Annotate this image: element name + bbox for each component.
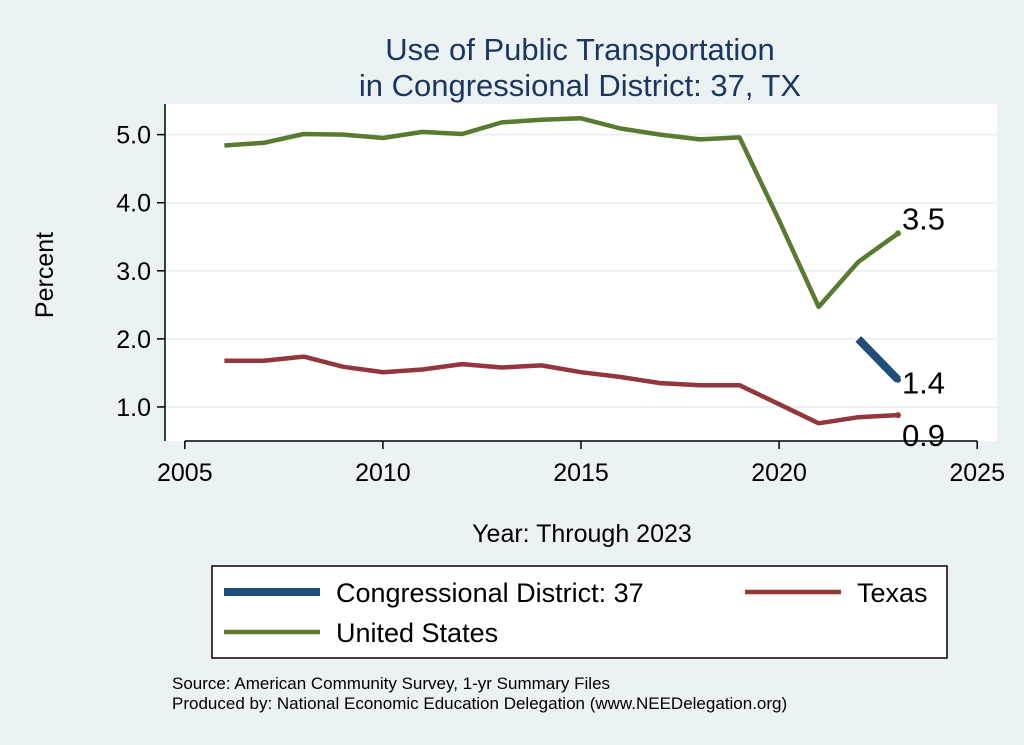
- legend: Congressional District: 37 Texas United St…: [224, 578, 928, 648]
- x-tick-label-3: 2020: [751, 459, 807, 487]
- end-marker-texas: [894, 412, 901, 419]
- series-line-congressional-district-37: [855, 336, 901, 383]
- end-marker-congressional-district-37: [894, 376, 901, 383]
- chart-title-line-1: Use of Public Transportation: [385, 32, 774, 67]
- source-note: Source: American Community Survey, 1-yr …: [172, 674, 610, 693]
- series-line-texas: [224, 354, 899, 426]
- chart-title-line-2: in Congressional District: 37, TX: [359, 68, 802, 103]
- end-label-texas: 0.9: [902, 418, 945, 453]
- end-marker-united-states: [894, 230, 901, 237]
- y-axis-label: Percent: [31, 232, 59, 318]
- y-tick-label-1: 2.0: [116, 326, 151, 354]
- x-tick-label-2: 2015: [553, 459, 609, 487]
- x-tick-label-1: 2010: [355, 459, 411, 487]
- y-tick-label-2: 3.0: [116, 258, 151, 286]
- x-tick-label-4: 2025: [949, 459, 1005, 487]
- y-tick-label-0: 1.0: [116, 394, 151, 422]
- series-lines: [224, 116, 901, 426]
- end-label-united-states: 3.5: [902, 201, 945, 236]
- produced-by-note: Produced by: National Economic Education…: [172, 694, 787, 713]
- end-labels: 1.4 0.9 3.5: [902, 201, 945, 453]
- y-axis-ticks: 1.0 2.0 3.0 4.0 5.0: [116, 122, 165, 422]
- x-axis-ticks: 2005 2010 2015 2020 2025: [157, 441, 1005, 487]
- legend-label-united-states: United States: [336, 618, 498, 648]
- y-tick-label-4: 5.0: [116, 122, 151, 150]
- series-line-united-states: [224, 116, 900, 310]
- legend-label-texas: Texas: [857, 578, 928, 608]
- x-axis-label: Year: Through 2023: [472, 520, 692, 548]
- x-tick-label-0: 2005: [157, 459, 213, 487]
- legend-label-congressional-district-37: Congressional District: 37: [336, 578, 644, 608]
- y-tick-label-3: 4.0: [116, 190, 151, 218]
- legend-box: [211, 565, 948, 659]
- end-label-congressional-district-37: 1.4: [902, 366, 945, 401]
- plot-area: [165, 104, 997, 441]
